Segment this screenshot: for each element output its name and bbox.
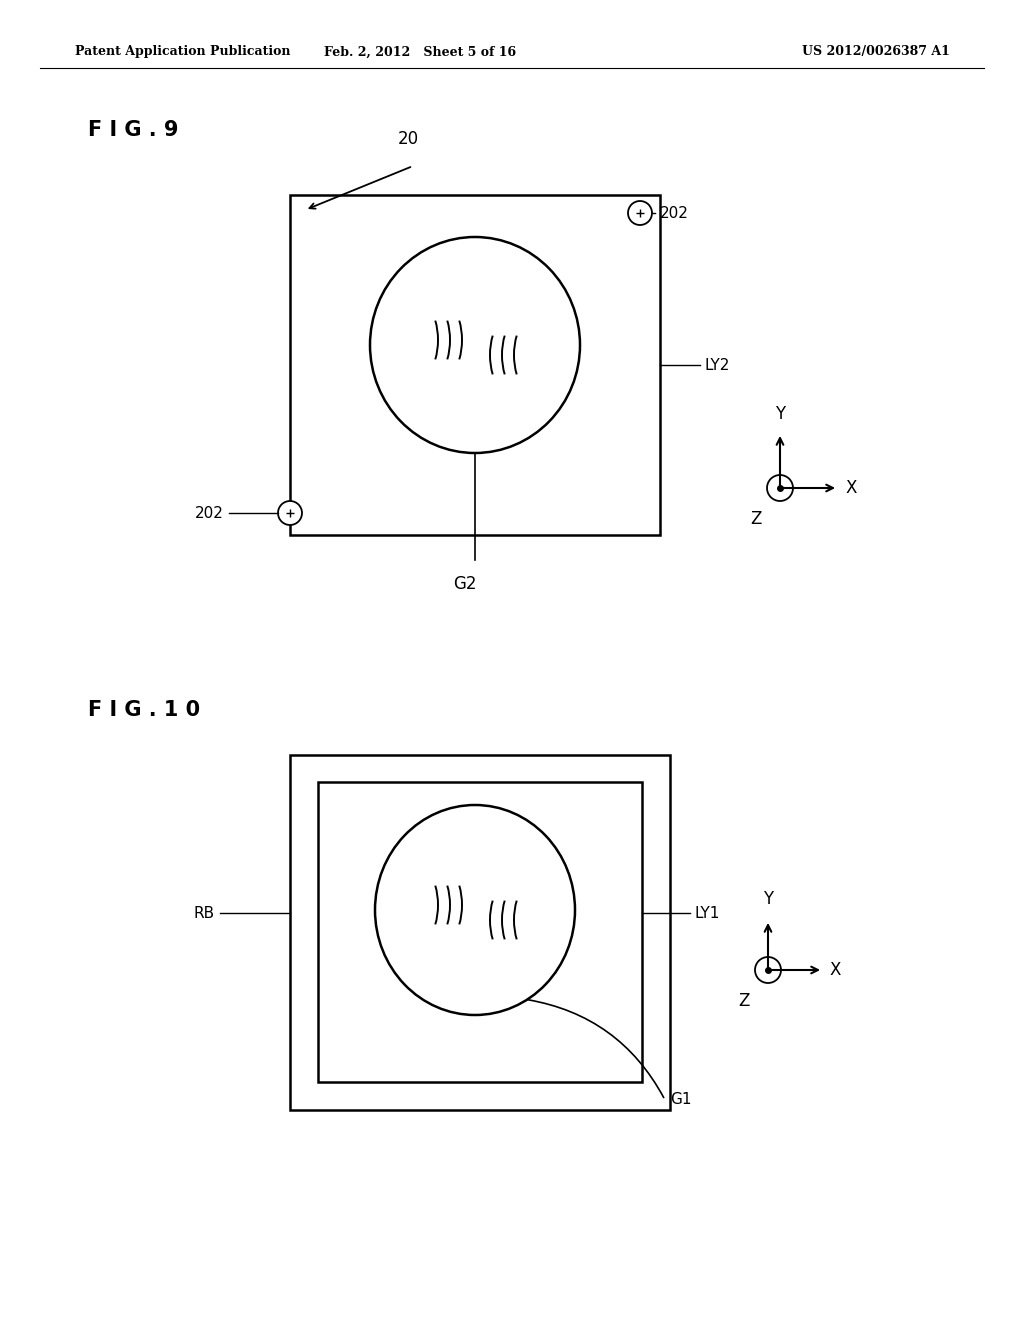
Bar [290,195,660,535]
Text: Y: Y [763,890,773,908]
Bar [318,781,642,1082]
Text: G2: G2 [454,576,477,593]
Text: LY1: LY1 [695,906,720,920]
Ellipse shape [370,238,580,453]
Text: F I G . 9: F I G . 9 [88,120,178,140]
Text: Y: Y [775,405,785,422]
Text: US 2012/0026387 A1: US 2012/0026387 A1 [802,45,950,58]
Text: X: X [845,479,856,498]
Text: Z: Z [738,993,750,1010]
Text: LY2: LY2 [705,358,730,372]
Text: G1: G1 [670,1093,691,1107]
Text: 202: 202 [196,506,224,520]
Text: RB: RB [194,906,215,920]
Circle shape [767,475,793,502]
Text: Patent Application Publication: Patent Application Publication [75,45,291,58]
Circle shape [278,502,302,525]
Text: 20: 20 [397,129,419,148]
Circle shape [755,957,781,983]
Text: Z: Z [751,510,762,528]
Circle shape [628,201,652,224]
Text: 202: 202 [660,206,689,220]
Bar [290,755,670,1110]
Ellipse shape [375,805,575,1015]
Text: F I G . 1 0: F I G . 1 0 [88,700,200,719]
Text: X: X [830,961,842,979]
Text: Feb. 2, 2012   Sheet 5 of 16: Feb. 2, 2012 Sheet 5 of 16 [324,45,516,58]
